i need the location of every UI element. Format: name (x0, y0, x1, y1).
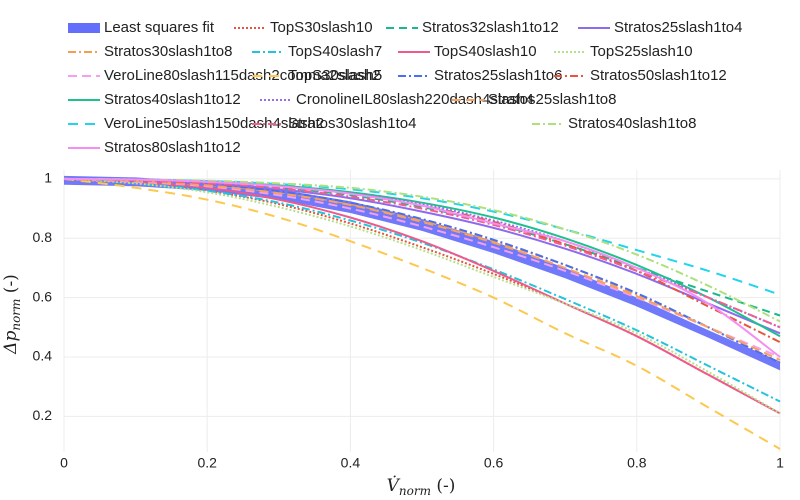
x-axis-label-main: V̇ (387, 476, 401, 496)
y-axis-label-sub: norm (9, 299, 23, 331)
legend[interactable]: Least squares fit TopS30slash10 Stratos32s… (68, 19, 742, 156)
series-line-stratos30slash1to8 (63, 177, 781, 364)
legend-label: Stratos40slash1to12 (104, 91, 241, 108)
x-axis-label-unit: (-) (431, 476, 455, 496)
series-line-stratos30slash1to4 (63, 177, 781, 329)
series-line-stratos25slash1to4 (63, 177, 781, 335)
legend-item[interactable]: CronolineIL80slash220dash4slash4 (260, 91, 534, 108)
y-axis-label: Δpnorm (-) (1, 274, 23, 355)
legend-item[interactable]: Stratos25slash1to6 (398, 67, 562, 84)
legend-item[interactable]: Stratos30slash1to8 (68, 43, 232, 60)
legend-item[interactable]: Stratos50slash1to12 (554, 67, 727, 84)
legend-label: TopS40slash10 (434, 43, 537, 60)
legend-label: Stratos40slash1to8 (568, 115, 696, 132)
y-axis-label-unit: (-) (1, 274, 21, 298)
legend-item[interactable]: VeroLine50slash150dash4slash2 (68, 115, 324, 132)
x-axis-label-sub: norm (399, 484, 431, 498)
legend-label: VeroLine50slash150dash4slash2 (104, 115, 324, 132)
legend-item[interactable]: TopS30slash10 (234, 19, 373, 36)
legend-item[interactable]: VeroLine80slash115dash2comma2slash2 (68, 67, 381, 84)
plot-area (63, 175, 781, 450)
legend-label: TopS40slash7 (288, 43, 382, 60)
y-axis-ticks: 0.2 0.4 0.6 0.8 1 (33, 170, 53, 423)
x-tick-label: 0.4 (341, 454, 361, 470)
series-line-tops30slash10 (63, 177, 781, 415)
grid (63, 170, 781, 452)
legend-label: Stratos32slash1to12 (422, 19, 559, 36)
legend-item[interactable]: TopS40slash7 (252, 43, 382, 60)
series-line-tops40slash10 (63, 177, 781, 415)
legend-label: Stratos50slash1to12 (590, 67, 727, 84)
legend-item[interactable]: Stratos30slash1to4 (252, 115, 416, 132)
x-tick-label: 0.2 (197, 454, 217, 470)
legend-label: Stratos80slash1to12 (104, 139, 241, 156)
legend-label: TopS30slash5 (288, 67, 382, 84)
legend-item[interactable]: Stratos40slash1to8 (532, 115, 696, 132)
legend-item[interactable]: Stratos25slash1to8 (452, 91, 616, 108)
legend-label: TopS25slash10 (590, 43, 693, 60)
series-line-stratos40slash1to8 (63, 177, 781, 323)
legend-item[interactable]: TopS25slash10 (554, 43, 693, 60)
legend-item[interactable]: TopS30slash5 (252, 67, 382, 84)
legend-label: CronolineIL80slash220dash4slash4 (296, 91, 534, 108)
series-line-stratos25slash1to6 (63, 177, 781, 364)
legend-label: Stratos30slash1to4 (288, 115, 416, 132)
legend-label: TopS30slash10 (270, 19, 373, 36)
legend-item[interactable]: Least squares fit (68, 19, 215, 36)
legend-label: Stratos30slash1to8 (104, 43, 232, 60)
x-axis-label: V̇norm (-) (387, 476, 456, 498)
legend-item[interactable]: TopS40slash10 (398, 43, 537, 60)
series-line-stratos40slash1to12 (63, 177, 781, 338)
series-line-tops40slash7 (63, 177, 781, 403)
legend-item[interactable]: Stratos32slash1to12 (386, 19, 559, 36)
series-line-tops25slash10 (63, 177, 781, 415)
y-tick-label: 0.6 (33, 288, 53, 304)
x-tick-label: 0.8 (627, 454, 647, 470)
y-tick-label: 0.8 (33, 229, 53, 245)
y-axis-label-main: Δp (1, 331, 21, 355)
x-tick-label: 0.6 (484, 454, 504, 470)
series-line-tops30slash5 (63, 177, 781, 450)
series-line-stratos32slash1to12 (63, 177, 781, 317)
legend-label: Least squares fit (104, 19, 215, 36)
y-tick-label: 1 (44, 170, 52, 186)
legend-item[interactable]: Stratos25slash1to4 (578, 19, 742, 36)
legend-item[interactable]: Stratos80slash1to12 (68, 139, 241, 156)
legend-label: Stratos25slash1to6 (434, 67, 562, 84)
x-axis-ticks: 0 0.2 0.4 0.6 0.8 1 (60, 454, 784, 470)
x-tick-label: 0 (60, 454, 68, 470)
y-tick-label: 0.2 (33, 407, 53, 423)
legend-label: VeroLine80slash115dash2comma2slash2 (104, 67, 381, 84)
series-line-cronolineil80slash220dash4slash4 (63, 177, 781, 329)
x-tick-label: 1 (776, 454, 784, 470)
legend-swatch (68, 23, 100, 33)
legend-item[interactable]: Stratos40slash1to12 (68, 91, 241, 108)
series-line-stratos80slash1to12 (63, 177, 781, 358)
legend-label: Stratos25slash1to4 (614, 19, 742, 36)
legend-label: Stratos25slash1to8 (488, 91, 616, 108)
y-tick-label: 0.4 (33, 348, 53, 364)
